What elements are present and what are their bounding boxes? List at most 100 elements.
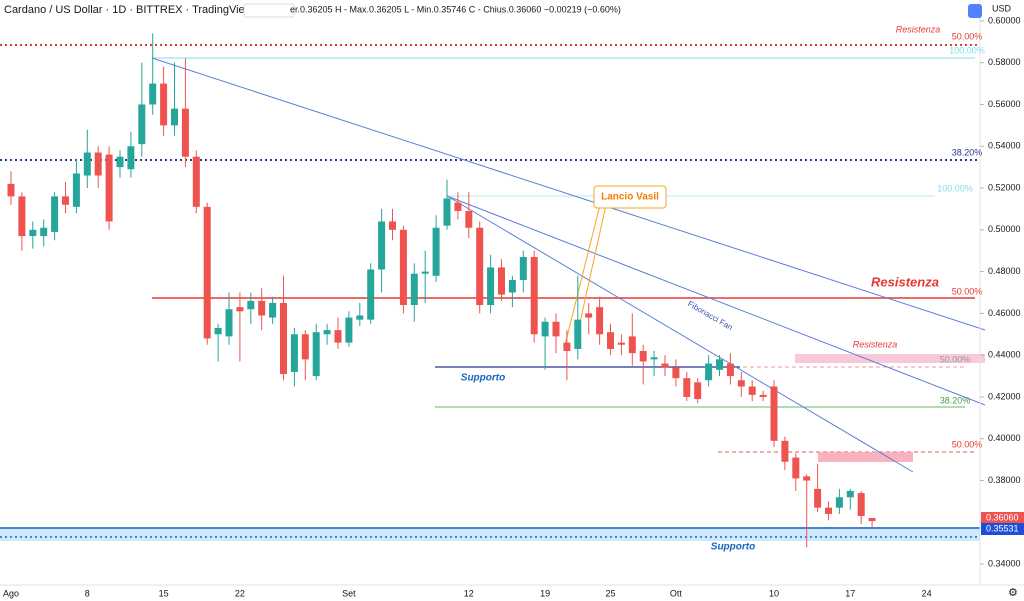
annotation: 38.20% — [940, 395, 971, 405]
candle-body — [432, 227, 440, 276]
candle-body — [617, 342, 625, 345]
candle-body — [585, 313, 593, 318]
annotation: 100.00% — [949, 45, 985, 55]
candle-body — [519, 256, 527, 280]
candle-body — [748, 386, 756, 395]
candle-body — [498, 267, 505, 295]
candle-body — [563, 342, 571, 351]
candle-body — [192, 156, 200, 207]
candle-body — [236, 307, 244, 312]
candle-body — [378, 221, 386, 270]
candle-body — [225, 309, 233, 337]
y-tick-label: 0.52000 — [988, 182, 1021, 192]
annotation: 50.00% — [952, 439, 983, 449]
settings-button[interactable] — [968, 4, 982, 18]
candle-body — [290, 334, 298, 372]
settings-icon[interactable]: ⚙ — [1008, 587, 1018, 599]
y-tick-label: 0.40000 — [988, 433, 1021, 443]
annotation: 38.20% — [952, 147, 983, 157]
resistance-zone — [818, 452, 913, 462]
y-tick-label: 0.56000 — [988, 99, 1021, 109]
candle-body — [127, 146, 135, 170]
candle-body — [541, 321, 549, 337]
candle-body — [443, 198, 451, 226]
candle-body — [29, 229, 37, 237]
x-tick-label: 24 — [922, 588, 932, 598]
candle-body — [116, 156, 124, 168]
y-tick-label: 0.48000 — [988, 266, 1021, 276]
candle-body — [759, 394, 767, 397]
x-tick-label: Ago — [3, 588, 19, 598]
candle-body — [105, 154, 113, 222]
candle-body — [345, 317, 353, 343]
candle-body — [421, 271, 429, 274]
candle-body — [62, 196, 69, 205]
y-tick-label: 0.38000 — [988, 475, 1021, 485]
price-tag: 0.35531 — [986, 523, 1019, 533]
annotation: Supporto — [461, 373, 505, 384]
drawings — [0, 44, 986, 541]
trend-line — [151, 57, 986, 331]
annotation: Resistenza — [871, 274, 939, 289]
annotation: 50.00% — [952, 286, 983, 296]
annotation: 50.00% — [940, 354, 971, 364]
x-tick-label: 25 — [605, 588, 615, 598]
annotation: 50.00% — [952, 31, 983, 41]
candle-body — [825, 507, 832, 514]
candle-body — [814, 488, 822, 508]
y-tick-label: 0.44000 — [988, 350, 1021, 360]
candle-body — [694, 382, 702, 400]
y-tick-label: 0.42000 — [988, 391, 1021, 401]
candle-body — [639, 351, 647, 362]
candle-body — [650, 357, 658, 360]
candle-body — [149, 83, 157, 105]
candle-body — [476, 227, 484, 306]
candle-body — [792, 457, 800, 479]
x-tick-label: 8 — [85, 588, 90, 598]
candle-body — [454, 202, 462, 212]
candle-body — [628, 336, 636, 354]
currency-label: USD — [992, 3, 1012, 13]
callout-box — [593, 185, 667, 209]
candle-body — [596, 307, 604, 335]
x-tick-label: Ott — [670, 588, 683, 598]
header-bg — [0, 0, 300, 20]
candle-body — [280, 302, 287, 374]
candle-body — [487, 267, 495, 306]
annotation: 100.00% — [937, 183, 973, 193]
y-tick-label: 0.54000 — [988, 141, 1021, 151]
candle-body — [83, 152, 91, 176]
candle-body — [803, 476, 811, 481]
y-tick-label: 0.34000 — [988, 558, 1021, 568]
x-tick-label: 19 — [540, 588, 550, 598]
candle-body — [171, 108, 178, 126]
candle-body — [835, 497, 843, 508]
resistance-zone — [795, 354, 985, 363]
candle-body — [781, 440, 789, 462]
candle-body — [51, 196, 59, 232]
fan-line — [446, 195, 914, 473]
annotation: Resistenza — [896, 24, 941, 34]
header-icons[interactable] — [243, 3, 295, 18]
candle-body — [203, 206, 211, 339]
candle-body — [672, 367, 680, 379]
candle-body — [214, 328, 222, 335]
y-tick-label: 0.46000 — [988, 308, 1021, 318]
annotation: Lancio Vasil — [601, 192, 659, 203]
candle-body — [312, 332, 320, 377]
ohlc-header: er.0.36205 H - Max.0.36205 L - Min.0.357… — [290, 4, 621, 14]
candle-body — [138, 104, 146, 145]
support-zone — [0, 527, 980, 541]
x-tick-label: 17 — [845, 588, 855, 598]
candle-body — [160, 83, 168, 126]
annotation: Resistenza — [853, 339, 898, 349]
y-tick-label: 0.50000 — [988, 224, 1021, 234]
candle-body — [726, 363, 734, 377]
candle-body — [737, 380, 745, 387]
candle-body — [356, 315, 364, 320]
candle-body — [552, 321, 560, 337]
candle-body — [661, 363, 669, 368]
y-tick-label: 0.58000 — [988, 57, 1021, 67]
candle-body — [770, 386, 778, 441]
candle-body — [72, 173, 80, 207]
